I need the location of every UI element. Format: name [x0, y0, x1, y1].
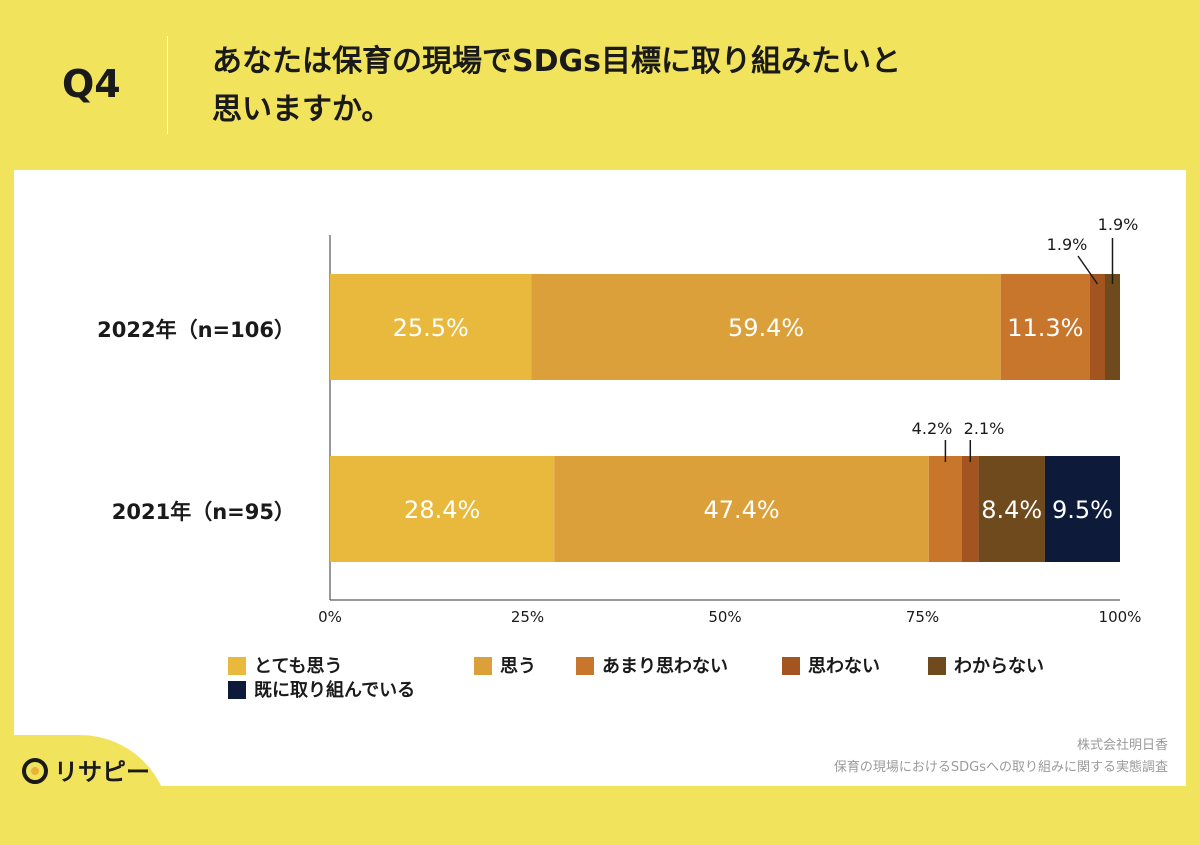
- bar-segment: [1044, 456, 1120, 562]
- legend-swatch: [228, 657, 246, 675]
- question-number: Q4: [62, 62, 121, 106]
- brand-logo-text: リサピー: [54, 758, 150, 786]
- callout-label: 2.1%: [964, 419, 1005, 438]
- bar-segment: [962, 456, 979, 562]
- source-company: 株式会社明日香: [1076, 738, 1168, 753]
- legend-label: 思う: [500, 656, 536, 677]
- legend-label: あまり思わない: [602, 656, 728, 677]
- brand-logo: リサピー: [22, 752, 150, 787]
- bar-segment: [531, 274, 1001, 380]
- category-label-2022: 2022年（n=106）: [97, 318, 295, 342]
- legend-item-omou: 思う: [474, 652, 536, 678]
- bar-segment: [554, 456, 929, 562]
- question-title-line-2: 思いますか。: [212, 92, 392, 127]
- callout-leader-line: [1077, 255, 1099, 285]
- legend-item-totemo-omou: とても思う: [228, 652, 343, 678]
- data-label: 9.5%: [1052, 496, 1113, 524]
- category-label-2021: 2021年（n=95）: [111, 500, 295, 524]
- legend-label: 思わない: [808, 656, 880, 677]
- bar-segment: [1104, 274, 1120, 380]
- callout-label: 1.9%: [1098, 215, 1139, 234]
- bar-segment: [978, 456, 1045, 562]
- bar-segment: [1000, 274, 1090, 380]
- legend-swatch: [928, 657, 946, 675]
- bar-segment: [330, 456, 555, 562]
- source-survey-title: 保育の現場におけるSDGsへの取り組みに関する実態調査: [833, 760, 1168, 775]
- data-label: 28.4%: [404, 496, 480, 524]
- legend-swatch: [228, 681, 246, 699]
- question-title: あなたは保育の現場でSDGs目標に取り組みたいと 思いますか。: [212, 38, 1112, 134]
- legend-label: 既に取り組んでいる: [254, 680, 416, 701]
- legend-label: わからない: [954, 656, 1044, 677]
- x-tick-label: 25%: [511, 608, 544, 626]
- callout-label: 4.2%: [912, 419, 953, 438]
- x-tick-label: 75%: [906, 608, 939, 626]
- legend-swatch: [782, 657, 800, 675]
- callout-label: 1.9%: [1047, 235, 1088, 254]
- data-label: 25.5%: [393, 314, 469, 342]
- legend-swatch: [474, 657, 492, 675]
- legend-item-omowanai: 思わない: [782, 652, 880, 678]
- legend-swatch: [576, 657, 594, 675]
- bar-segment: [928, 456, 962, 562]
- data-label: 47.4%: [703, 496, 779, 524]
- x-tick-label: 50%: [708, 608, 741, 626]
- x-tick-label: 0%: [318, 608, 342, 626]
- bar-segment: [1089, 274, 1105, 380]
- stacked-bar-chart: 0% 25% 50% 75% 100% 25.5% 59.4% 11.3% 28.4% 47.4%…: [318, 215, 1142, 626]
- bar-segment: [330, 274, 532, 380]
- legend-item-amari-omowanai: あまり思わない: [576, 652, 728, 678]
- data-label: 59.4%: [728, 314, 804, 342]
- question-title-line-1: あなたは保育の現場でSDGs目標に取り組みたいと: [212, 44, 901, 79]
- pin-icon: [22, 758, 48, 784]
- header-divider: [167, 36, 168, 134]
- legend-item-sudeni-torikunde-iru: 既に取り組んでいる: [228, 676, 415, 702]
- data-label: 11.3%: [1007, 314, 1083, 342]
- data-label: 8.4%: [981, 496, 1042, 524]
- legend-item-wakaranai: わからない: [928, 652, 1044, 678]
- legend-label: とても思う: [254, 656, 343, 677]
- x-tick-label: 100%: [1099, 608, 1142, 626]
